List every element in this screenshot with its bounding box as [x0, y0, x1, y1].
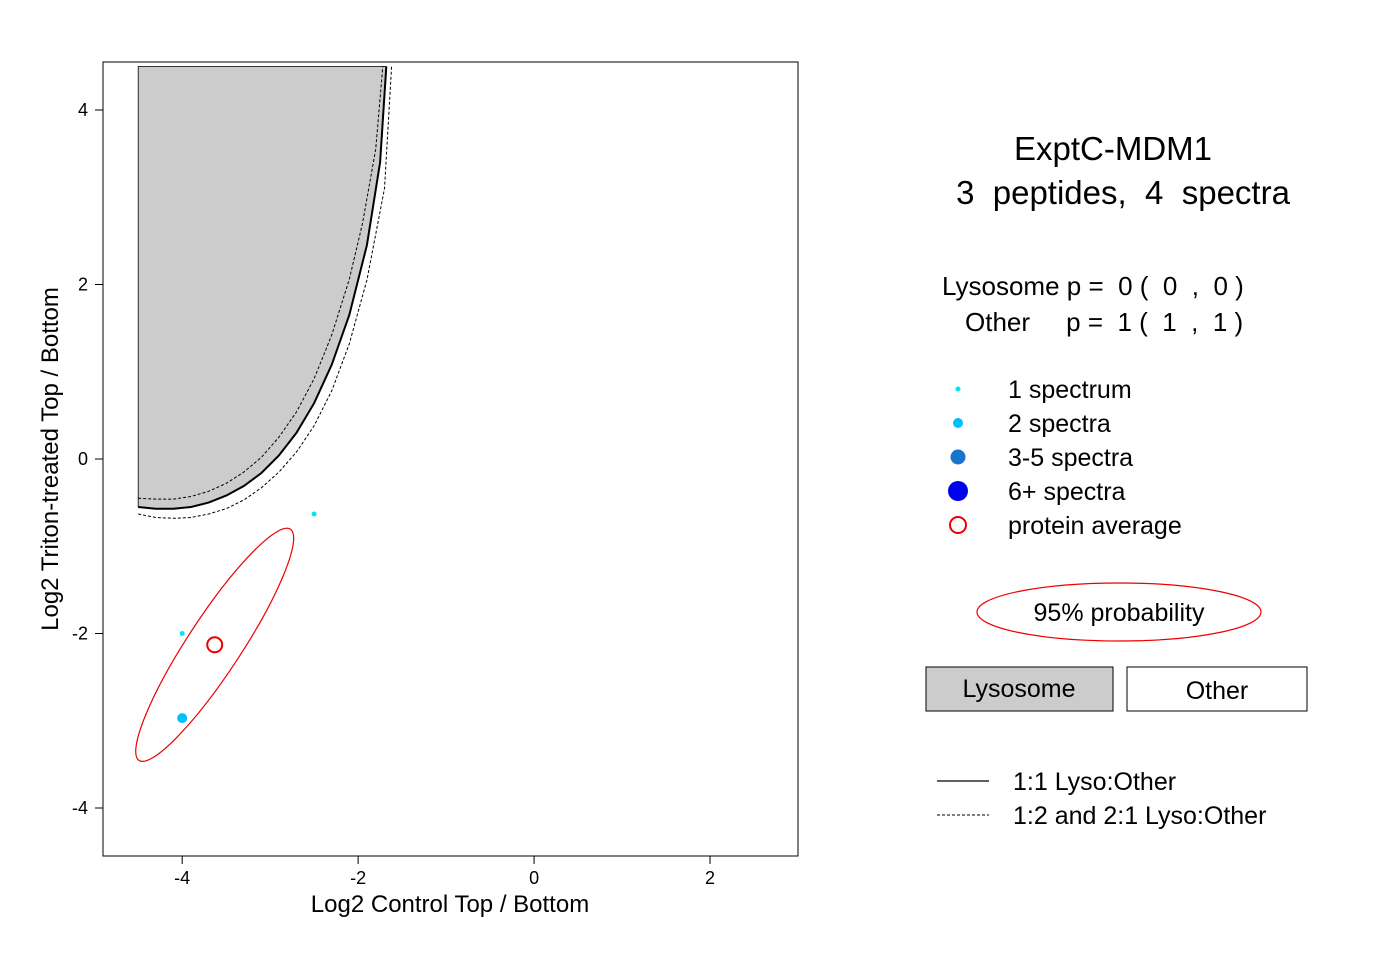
lysosome-probability: Lysosome p = 0 ( 0 , 0 )	[942, 271, 1244, 301]
y-tick-label: 0	[78, 449, 88, 469]
y-tick-label: -4	[72, 798, 88, 818]
ellipse-legend-label: 95% probability	[1034, 599, 1205, 627]
x-axis-title: Log2 Control Top / Bottom	[311, 891, 589, 918]
data-point-2	[179, 631, 185, 636]
x-axis: -4 -2 0 2	[174, 855, 715, 888]
x-tick-label: -4	[174, 868, 190, 888]
y-tick-label: 2	[78, 274, 88, 294]
legend-marker-3	[950, 449, 966, 465]
other-region-label: Other	[1186, 677, 1249, 705]
chart-subtitle: 3 peptides, 4 spectra	[956, 174, 1291, 211]
legend-label-3: 3-5 spectra	[1008, 444, 1133, 472]
y-tick-label: 4	[78, 100, 88, 120]
lysosome-region-label: Lysosome	[962, 675, 1075, 703]
x-tick-label: 0	[529, 868, 539, 888]
boundary-2to1-line	[138, 66, 384, 500]
dashed-line-legend-label: 1:2 and 2:1 Lyso:Other	[1013, 802, 1266, 830]
legend-marker-5	[949, 516, 967, 534]
solid-line-legend-label: 1:1 Lyso:Other	[1013, 768, 1176, 796]
other-probability: Other p = 1 ( 1 , 1 )	[965, 307, 1243, 337]
lysosome-region	[138, 66, 387, 509]
ellipse-95-probability	[135, 527, 295, 762]
legend-label-2: 2 spectra	[1008, 410, 1111, 438]
legend-marker-1	[955, 386, 961, 392]
y-axis: -4 -2 0 2 4	[72, 100, 104, 818]
plot-area	[135, 66, 393, 762]
legend-label-5: protein average	[1008, 512, 1182, 540]
chart-title: ExptC-MDM1	[1014, 130, 1212, 167]
ellipse-legend-icon	[976, 582, 1262, 642]
legend-label-4: 6+ spectra	[1008, 478, 1126, 506]
legend-label-1: 1 spectrum	[1008, 376, 1132, 404]
x-tick-label: -2	[350, 868, 366, 888]
legend-marker-2	[953, 418, 963, 428]
lysosome-region-border	[137, 66, 387, 507]
x-tick-label: 2	[705, 868, 715, 888]
data-point-1	[311, 511, 317, 517]
boundary-1to1-line	[138, 66, 388, 510]
protein-average-point	[206, 636, 224, 654]
legend-marker-4	[948, 481, 968, 501]
y-tick-label: -2	[72, 624, 88, 644]
other-region-box	[1126, 666, 1308, 712]
y-axis-title: Log2 Triton-treated Top / Bottom	[37, 287, 64, 631]
legend: 1 spectrum 2 spectra 3-5 spectra 6+ spectra…	[948, 376, 1182, 540]
boundary-1to2-line	[138, 66, 393, 519]
data-point-3	[177, 713, 188, 724]
lysosome-region-box	[925, 666, 1114, 712]
